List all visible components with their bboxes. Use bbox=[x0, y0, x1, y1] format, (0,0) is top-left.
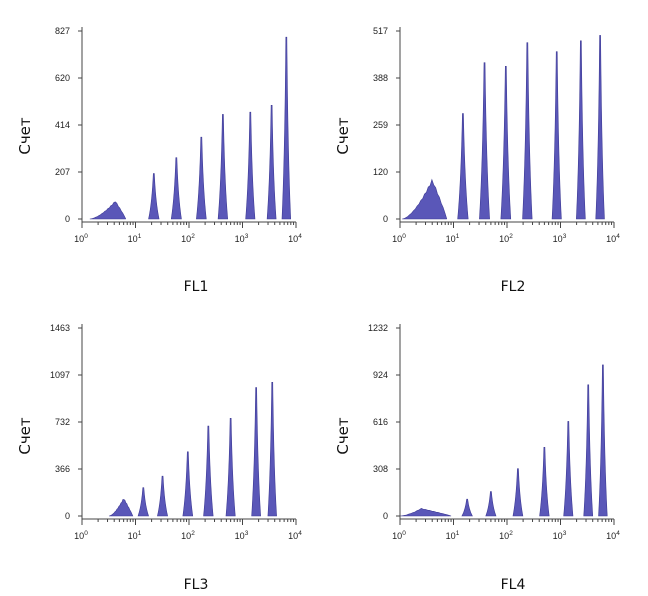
histogram-peak bbox=[500, 65, 512, 220]
x-tick-label: 102 bbox=[181, 233, 195, 244]
histogram-peak bbox=[479, 62, 490, 220]
histogram-peak bbox=[148, 173, 160, 220]
x-tick-label: 102 bbox=[499, 530, 513, 541]
x-axis-label: FL2 bbox=[501, 279, 526, 295]
histogram-peak bbox=[225, 418, 236, 517]
histogram-peak bbox=[182, 451, 194, 517]
x-tick-label: 101 bbox=[128, 530, 142, 541]
x-axis-label: FL3 bbox=[184, 577, 209, 593]
histogram-peak bbox=[251, 387, 261, 517]
histogram-peak bbox=[281, 36, 292, 220]
histogram-peak bbox=[539, 447, 550, 517]
y-tick-label: 259 bbox=[373, 120, 388, 130]
y-tick-label: 517 bbox=[373, 26, 388, 36]
histogram-peak bbox=[598, 364, 608, 517]
x-tick-label: 104 bbox=[288, 233, 302, 244]
y-tick-label: 388 bbox=[373, 73, 388, 83]
y-tick-label: 0 bbox=[65, 214, 70, 224]
histogram-peak bbox=[217, 114, 229, 220]
histogram-peak bbox=[266, 105, 277, 220]
y-tick-label: 1097 bbox=[50, 370, 70, 380]
x-tick-label: 104 bbox=[606, 233, 620, 244]
histogram-peak bbox=[267, 382, 277, 517]
broad-peak bbox=[399, 508, 452, 517]
x-tick-label: 104 bbox=[606, 530, 620, 541]
histogram-peak bbox=[157, 475, 169, 517]
broad-peak bbox=[89, 201, 127, 220]
histogram-peak bbox=[595, 35, 605, 220]
x-tick-label: 103 bbox=[553, 233, 567, 244]
x-tick-label: 103 bbox=[235, 233, 249, 244]
y-tick-label: 616 bbox=[373, 417, 388, 427]
y-tick-label: 308 bbox=[373, 464, 388, 474]
histogram-peak bbox=[203, 425, 214, 517]
broad-peak bbox=[108, 499, 134, 517]
histogram-panel-3: 1463 1097 732 366 0 100 101 102 103 104 Счет FL3 bbox=[16, 323, 302, 593]
x-tick-label: 100 bbox=[74, 530, 88, 541]
y-axis-label: Счет bbox=[16, 417, 34, 455]
histogram-peak bbox=[485, 491, 497, 517]
histogram-peak bbox=[522, 42, 533, 220]
y-tick-label: 414 bbox=[55, 120, 70, 130]
y-tick-label: 366 bbox=[55, 464, 70, 474]
histogram-peak bbox=[576, 40, 586, 220]
y-tick-label: 0 bbox=[65, 511, 70, 521]
y-tick-label: 620 bbox=[55, 73, 70, 83]
histogram-peak bbox=[245, 111, 256, 220]
broad-peak bbox=[402, 178, 448, 220]
histogram-peak bbox=[170, 157, 182, 220]
histogram-peak bbox=[551, 51, 562, 220]
x-tick-label: 102 bbox=[181, 530, 195, 541]
histogram-peak bbox=[457, 113, 469, 220]
x-tick-label: 101 bbox=[128, 233, 142, 244]
x-axis-label: FL1 bbox=[184, 279, 209, 295]
histogram-panel-2: 517 388 259 120 0 100 101 102 103 104 Счет FL2 bbox=[334, 26, 620, 295]
y-axis-label: Счет bbox=[16, 117, 34, 155]
y-tick-label: 732 bbox=[55, 417, 70, 427]
x-tick-label: 100 bbox=[74, 233, 88, 244]
y-tick-label: 120 bbox=[373, 167, 388, 177]
y-tick-label: 924 bbox=[373, 370, 388, 380]
x-tick-label: 101 bbox=[446, 233, 460, 244]
histogram-peak bbox=[512, 468, 524, 517]
x-axis-label: FL4 bbox=[501, 577, 526, 593]
y-tick-label: 207 bbox=[55, 167, 70, 177]
y-tick-label: 0 bbox=[383, 511, 388, 521]
histogram-peak bbox=[196, 136, 207, 220]
y-tick-label: 827 bbox=[55, 26, 70, 36]
histogram-panel-4: 1232 924 616 308 0 100 101 102 103 104 Счет FL4 bbox=[334, 323, 620, 593]
y-axis-label: Счет bbox=[334, 417, 352, 455]
y-tick-label: 0 bbox=[383, 214, 388, 224]
x-tick-label: 103 bbox=[235, 530, 249, 541]
x-tick-label: 103 bbox=[553, 530, 567, 541]
x-tick-label: 100 bbox=[392, 233, 406, 244]
x-tick-label: 104 bbox=[288, 530, 302, 541]
y-tick-label: 1463 bbox=[50, 323, 70, 333]
x-tick-label: 102 bbox=[499, 233, 513, 244]
y-axis-label: Счет bbox=[334, 117, 352, 155]
x-tick-label: 101 bbox=[446, 530, 460, 541]
histogram-peak bbox=[583, 384, 594, 517]
histogram-peak bbox=[563, 421, 574, 517]
x-tick-label: 100 bbox=[392, 530, 406, 541]
histogram-panel-1: 827 620 414 207 0 100 101 102 103 104 Счет FL1 bbox=[16, 26, 302, 295]
y-tick-label: 1232 bbox=[368, 323, 388, 333]
histogram-peak bbox=[137, 487, 149, 517]
histogram-peak bbox=[461, 498, 473, 517]
